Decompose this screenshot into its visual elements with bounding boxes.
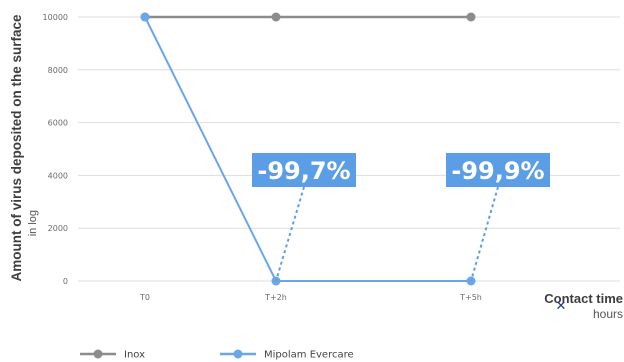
point-inox bbox=[466, 12, 476, 22]
y-tick-label: 6000 bbox=[48, 119, 68, 128]
y-tick-label: 2000 bbox=[48, 224, 68, 233]
point-inox bbox=[271, 12, 281, 22]
y-axis-subtitle: in log bbox=[27, 210, 39, 236]
callout-leader bbox=[275, 186, 305, 282]
x-tick-label: T+2h bbox=[264, 293, 287, 302]
legend: Inox Mipolam Evercare bbox=[80, 349, 354, 361]
legend-marker-inox bbox=[93, 349, 103, 359]
y-tick-label: 4000 bbox=[48, 171, 68, 180]
grid-lines bbox=[78, 16, 620, 282]
data-series bbox=[140, 12, 476, 286]
x-tick-label: T0 bbox=[139, 293, 150, 302]
callout-label: -99,7% bbox=[257, 157, 350, 185]
y-tick-label: 10000 bbox=[43, 13, 68, 22]
y-tick-label: 8000 bbox=[48, 66, 68, 75]
legend-label-inox: Inox bbox=[124, 350, 145, 361]
close-x-icon: ✕ bbox=[556, 299, 567, 314]
legend-label-mipolam-evercare: Mipolam Evercare bbox=[264, 350, 354, 361]
y-axis-title: Amount of virus deposited on the surface bbox=[9, 14, 24, 282]
x-axis-subtitle: hours bbox=[593, 307, 623, 321]
callout-box bbox=[446, 153, 550, 187]
callout-leader bbox=[470, 186, 499, 282]
legend-marker-mipolam-evercare bbox=[233, 349, 243, 359]
annotations: -99,7% -99,9% bbox=[252, 153, 550, 282]
x-axis-title: Contact time bbox=[544, 291, 623, 306]
callout-box bbox=[252, 153, 356, 187]
x-tick-labels: T0 T+2h T+5h bbox=[139, 293, 482, 302]
x-tick-label: T+5h bbox=[459, 293, 482, 302]
callout-label: -99,9% bbox=[451, 157, 544, 185]
series-line-mipolam-evercare bbox=[144, 16, 471, 282]
y-tick-labels: 0 2000 4000 6000 8000 10000 bbox=[43, 13, 68, 286]
y-tick-label: 0 bbox=[63, 277, 68, 286]
point-mipolam-evercare bbox=[140, 12, 150, 22]
